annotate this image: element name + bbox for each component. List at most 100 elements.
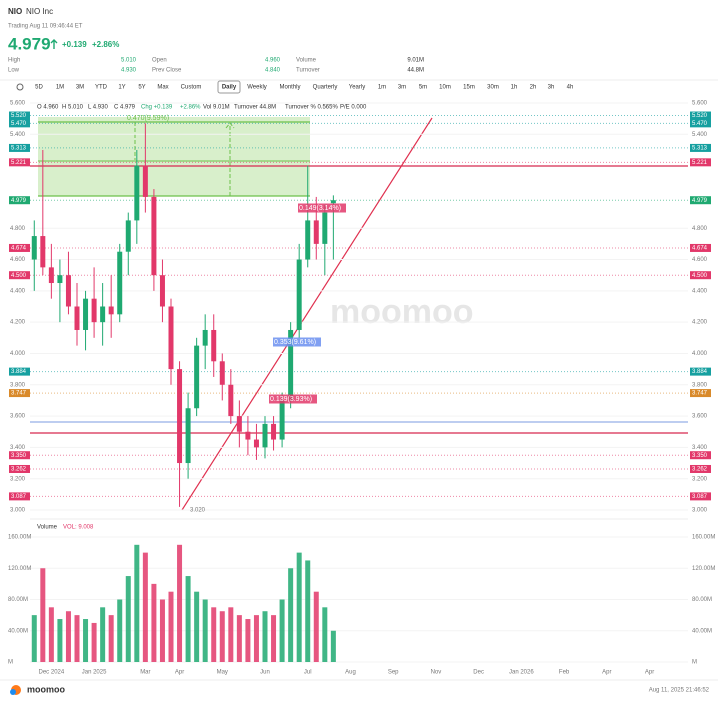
range-button[interactable]: 1Y [118,85,125,91]
interval-button[interactable]: 3h [548,85,555,91]
last-price: 4.979 [8,34,51,53]
range-button[interactable]: 1M [56,85,64,91]
range-button[interactable]: 5D [35,85,43,91]
volume-bar [100,607,106,662]
candle-body [117,251,123,315]
interval-button[interactable]: 2h [530,85,537,91]
volume-bar [313,591,319,662]
interval-button[interactable]: 1m [378,85,386,91]
interval-button[interactable]: 5m [419,85,427,91]
volume-bar [296,552,302,662]
price-badge-label-right: 3.884 [692,369,708,375]
interval-button[interactable]: 10m [439,85,451,91]
range-button[interactable]: Custom [181,85,202,91]
y-tick-label: 3.400 [10,445,26,451]
price-badge-label-right: 5.470 [692,121,708,127]
interval-button[interactable]: 1h [511,85,518,91]
range-button[interactable]: Max [157,85,168,91]
volume-bar [117,599,123,662]
volume-tick-label: 120.00M [8,566,31,572]
candle-body [108,306,114,315]
interval-button[interactable]: Quarterly [313,85,338,91]
interval-button[interactable]: 4h [567,85,574,91]
price-badge-label: 4.674 [11,246,27,252]
candle-body [48,267,54,284]
annotation: 0.353(9.61%) [274,339,316,346]
candle-body [253,439,259,448]
price-badge-right [690,243,711,252]
price-badge-right [690,451,711,460]
y-tick-label: 3.600 [10,414,26,420]
x-tick-label: Apr [645,670,654,676]
x-tick-label: Feb [559,670,570,676]
candle-body [262,423,268,448]
price-badge-label-right: 4.674 [692,246,708,252]
price-badge-right [690,158,711,167]
stat-label: Volume [296,58,317,64]
price-badge [9,367,30,376]
range-button[interactable]: YTD [95,85,108,91]
stat-label: Prev Close [152,68,182,74]
volume-bar [134,544,140,662]
trend-line [181,117,433,511]
volume-bar [31,615,37,662]
up-arrow [50,39,58,49]
interval-button[interactable]: 30m [487,85,499,91]
volume-bar [271,615,277,662]
x-tick-label: Jul [304,670,312,676]
candle-body [65,275,71,307]
interval-button[interactable]: Daily [222,85,237,91]
price-badge-label: 3.087 [11,494,27,500]
candle-body [236,416,242,432]
candle-body [125,220,131,252]
price-badge [9,243,30,252]
stat-value: 9.01M [407,58,424,64]
volume-bar [211,607,217,662]
change-pct: +2.86% [92,40,119,49]
price-badge [9,464,30,473]
price-badge-right [690,111,711,120]
candle-body [134,165,140,221]
interval-button[interactable]: 3m [398,85,406,91]
timestamp: Aug 11, 2025 21:46:52 [649,688,710,694]
candle-body [296,259,302,330]
y-tick-label-right: 4.600 [692,257,708,263]
interval-button[interactable]: Yearly [349,85,365,91]
volume-bar [159,599,165,662]
y-tick-label: 4.600 [10,257,26,263]
y-tick-label-right: 4.400 [692,288,708,294]
price-badge-label: 5.221 [11,160,27,166]
candle-body [219,361,225,385]
candle-body [100,306,106,323]
volume-bar [185,576,191,662]
range-button[interactable]: 3M [76,85,84,91]
interval-button[interactable]: 15m [463,85,475,91]
watermark: moomoo [330,293,474,331]
stat-value: 44.8M [407,68,424,74]
price-badge-label: 3.747 [11,391,27,397]
candle-body [211,329,217,362]
interval-button[interactable]: Weekly [247,85,267,91]
range-button[interactable]: 5Y [138,85,145,91]
volume-bar [57,619,63,662]
volume-bar [168,591,174,662]
volume-tick-label-right: 160.00M [692,535,715,541]
y-tick-label-right: 3.200 [692,476,708,482]
volume-bar [236,615,242,662]
volume-bar [48,607,54,662]
volume-tick-label: M [8,660,13,666]
candle-body [194,345,200,409]
volume-title: Volume [37,525,58,531]
price-badge [9,196,30,205]
x-tick-label: Jan 2025 [82,670,107,676]
price-badge [9,158,30,167]
price-badge-label-right: 4.500 [692,273,708,279]
price-badge-right [690,389,711,398]
x-tick-label: May [217,670,228,676]
interval-button[interactable]: Monthly [279,85,300,91]
change: +0.139 [62,40,87,49]
price-badge-label-right: 4.979 [692,198,708,204]
y-tick-label-right: 3.800 [692,382,708,388]
price-badge-label-right: 3.747 [692,391,708,397]
volume-bar [151,583,157,662]
